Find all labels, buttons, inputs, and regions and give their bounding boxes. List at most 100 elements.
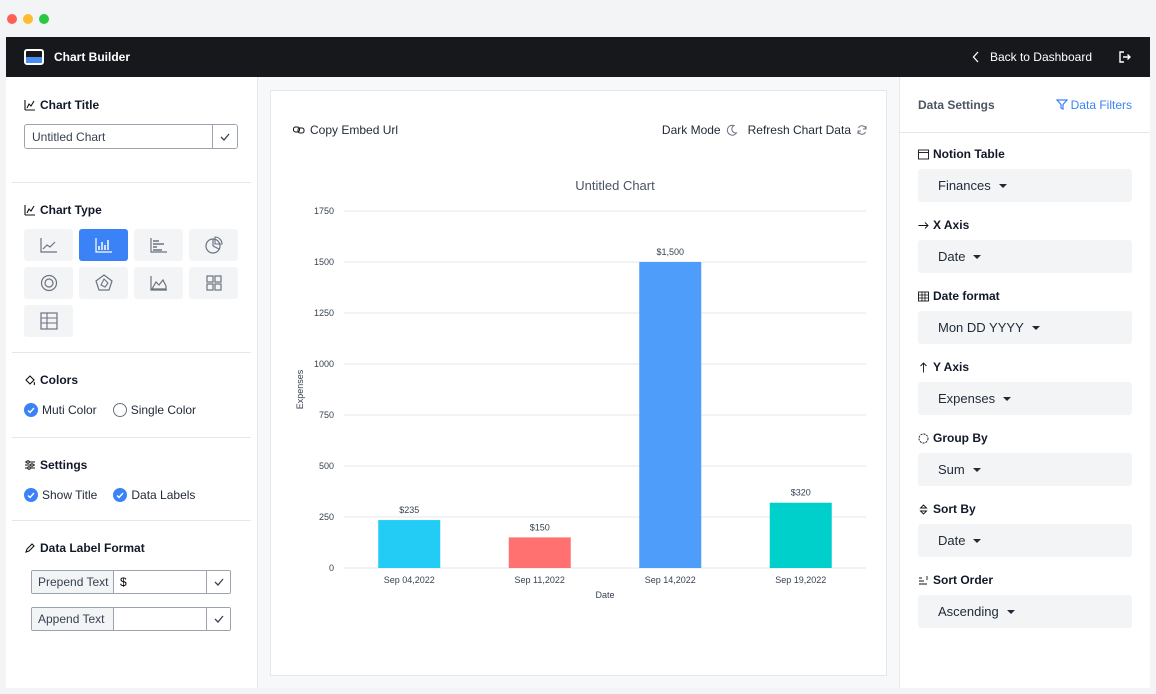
sort-icon xyxy=(919,503,928,515)
confirm-title-button[interactable] xyxy=(212,125,237,148)
bar xyxy=(639,262,702,568)
chart-type-line-button[interactable] xyxy=(24,229,73,261)
back-label: Back to Dashboard xyxy=(989,50,1092,64)
data-filters-button[interactable]: Data Filters xyxy=(1055,98,1132,112)
y-tick-label: 500 xyxy=(319,461,334,471)
field-label-text: Group By xyxy=(933,431,988,445)
colors-section: Colors Muti Color Single Color xyxy=(6,353,257,437)
chart-type-doughnut-button[interactable] xyxy=(24,267,73,299)
multi-color-option[interactable]: Muti Color xyxy=(24,403,97,417)
x-tick-label: Sep 04,2022 xyxy=(384,575,435,585)
line-chart-icon xyxy=(39,238,57,253)
field-label: Notion Table xyxy=(918,147,1132,161)
caret-down-icon xyxy=(972,467,981,472)
y-tick-label: 1500 xyxy=(314,257,334,267)
app-window: Chart Builder Back to Dashboard Chart Ti… xyxy=(6,37,1150,688)
field-sort-order: Sort Order Ascending xyxy=(900,573,1150,628)
y-axis-label: Expenses xyxy=(295,369,305,409)
chart-type-area-button[interactable] xyxy=(134,267,183,299)
group-icon xyxy=(918,433,929,443)
paint-bucket-icon xyxy=(25,375,36,386)
logout-icon[interactable] xyxy=(1118,50,1132,64)
chart-preview-area: Copy Embed Url Dark Mode Refresh Chart D… xyxy=(258,77,900,688)
color-options: Muti Color Single Color xyxy=(24,403,239,417)
field-select[interactable]: Mon DD YYYY xyxy=(918,311,1132,344)
refresh-label: Refresh Chart Data xyxy=(747,123,851,137)
field-label-text: Date format xyxy=(933,289,1000,303)
field-select[interactable]: Sum xyxy=(918,453,1132,486)
chart-type-grid-button[interactable] xyxy=(189,267,238,299)
chart-title-input[interactable] xyxy=(25,125,212,148)
chart-type-bar-button[interactable] xyxy=(79,229,128,261)
dark-mode-toggle[interactable]: Dark Mode xyxy=(662,123,738,137)
data-settings-fields: Notion Table Finances X Axis Date Date forma… xyxy=(900,147,1150,628)
pie-chart-icon xyxy=(204,236,223,254)
single-color-label: Single Color xyxy=(130,403,197,417)
format-heading: Data Label Format xyxy=(24,541,239,555)
check-icon xyxy=(220,133,230,141)
table-icon xyxy=(918,149,929,159)
single-color-option[interactable]: Single Color xyxy=(112,403,197,417)
y-tick-label: 0 xyxy=(329,563,334,573)
minimize-dot[interactable] xyxy=(23,14,33,24)
chart-type-section: Chart Type xyxy=(6,183,257,352)
data-labels-option[interactable]: Data Labels xyxy=(113,488,195,502)
data-label: $235 xyxy=(399,505,419,515)
y-tick-label: 1750 xyxy=(314,206,334,216)
field-label: Group By xyxy=(918,431,1132,445)
chart-title-field xyxy=(24,124,238,149)
show-title-option[interactable]: Show Title xyxy=(24,488,97,502)
unchecked-circle-icon xyxy=(112,403,127,417)
select-value: Sum xyxy=(938,462,965,477)
chevron-left-icon xyxy=(972,51,979,63)
top-bar: Chart Builder Back to Dashboard xyxy=(6,37,1150,77)
prepend-text-input[interactable] xyxy=(114,571,206,593)
refresh-chart-data-button[interactable]: Refresh Chart Data xyxy=(748,123,868,137)
bar xyxy=(769,502,832,568)
x-tick-label: Sep 11,2022 xyxy=(515,575,565,585)
chart-type-horizontal-bar-button[interactable] xyxy=(134,229,183,261)
bar xyxy=(508,537,571,568)
data-settings-title: Data Settings xyxy=(918,97,995,112)
field-label-text: X Axis xyxy=(933,218,970,232)
copy-embed-url-button[interactable]: Copy Embed Url xyxy=(293,123,398,137)
data-label: $1,500 xyxy=(656,247,684,257)
select-value: Expenses xyxy=(938,391,996,406)
data-labels-label: Data Labels xyxy=(131,488,196,502)
maximize-dot[interactable] xyxy=(39,14,49,24)
settings-options: Show Title Data Labels xyxy=(24,488,239,502)
calendar-icon xyxy=(918,291,929,301)
data-settings-panel: Data Settings Data Filters Notion Table F… xyxy=(900,77,1150,688)
chart-type-pie-button[interactable] xyxy=(189,229,238,261)
close-dot[interactable] xyxy=(7,14,17,24)
field-select[interactable]: Date xyxy=(918,524,1132,557)
chart-type-grid xyxy=(24,229,239,337)
data-label-format-section: Data Label Format Prepend Text Append Te… xyxy=(6,521,257,631)
window-controls xyxy=(7,14,49,24)
select-value: Ascending xyxy=(938,604,999,619)
filter-icon xyxy=(1055,99,1068,110)
divider xyxy=(12,352,251,353)
confirm-append-button[interactable] xyxy=(206,608,230,630)
select-value: Date xyxy=(938,533,966,548)
chart-icon xyxy=(24,100,35,111)
field-select[interactable]: Expenses xyxy=(918,382,1132,415)
multi-color-label: Muti Color xyxy=(42,403,97,417)
field-select[interactable]: Ascending xyxy=(918,595,1132,628)
back-to-dashboard-link[interactable]: Back to Dashboard xyxy=(972,37,1092,77)
chart-builder-logo-icon xyxy=(24,49,44,65)
bar-chart-icon xyxy=(94,238,112,253)
refresh-icon xyxy=(857,125,867,135)
link-icon xyxy=(293,126,305,134)
colors-heading: Colors xyxy=(24,373,239,387)
field-select[interactable]: Date xyxy=(918,240,1132,273)
chart-type-radar-button[interactable] xyxy=(79,267,128,299)
bar xyxy=(378,520,441,568)
field-notion-table: Notion Table Finances xyxy=(900,147,1150,202)
append-text-input[interactable] xyxy=(114,608,206,630)
show-title-label: Show Title xyxy=(42,488,98,502)
confirm-prepend-button[interactable] xyxy=(206,571,230,593)
field-select[interactable]: Finances xyxy=(918,169,1132,202)
chart-title-heading: Chart Title xyxy=(24,98,239,112)
chart-type-table-button[interactable] xyxy=(24,305,73,337)
